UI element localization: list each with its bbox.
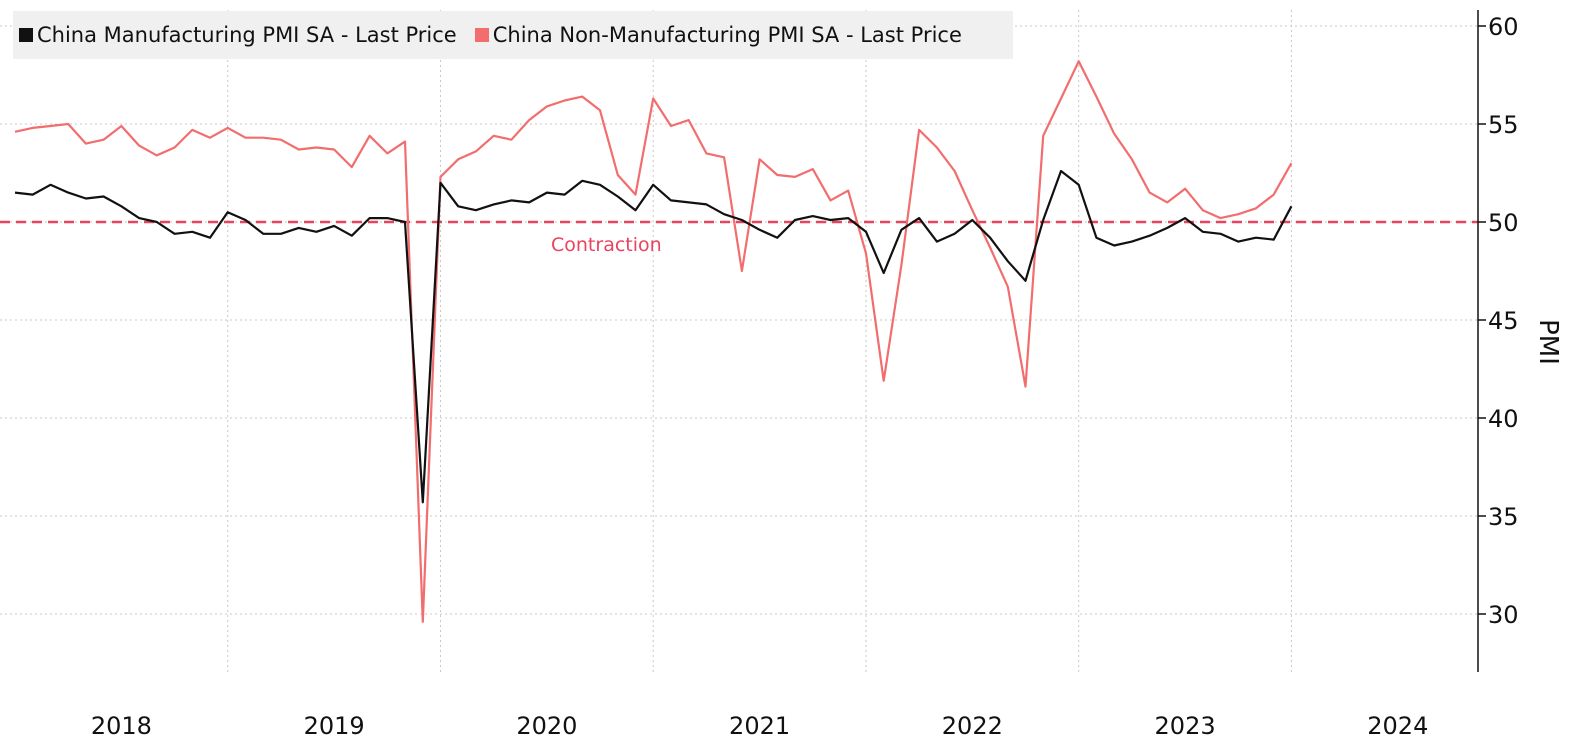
x-axis-ticks: 2018 2019 2020 2021 2022 2023 2024 [91,712,1429,740]
x-tick-label: 2020 [516,712,577,740]
legend-item-non-manufacturing: China Non-Manufacturing PMI SA - Last Pr… [474,23,962,47]
y-axis-ticks: 30 35 40 45 50 55 60 [1478,13,1519,629]
y-axis-title: PMI [1533,319,1563,365]
legend-label-manufacturing: China Manufacturing PMI SA - Last Price [37,23,457,47]
series-line-manufacturing [14,169,1293,504]
y-tick-label: 45 [1488,307,1519,335]
y-tick-label: 60 [1488,13,1519,41]
x-tick-label: 2021 [729,712,790,740]
y-tick-label: 35 [1488,503,1519,531]
x-tick-label: 2018 [91,712,152,740]
x-tick-label: 2023 [1155,712,1216,740]
series-lines [14,60,1293,623]
y-tick-label: 40 [1488,405,1519,433]
y-tick-label: 50 [1488,209,1519,237]
contraction-label: Contraction [551,234,662,256]
x-tick-label: 2024 [1367,712,1428,740]
x-tick-label: 2019 [304,712,365,740]
legend-label-non-manufacturing: China Non-Manufacturing PMI SA - Last Pr… [492,23,962,47]
legend-item-manufacturing: China Manufacturing PMI SA - Last Price [19,23,457,47]
legend-swatch-non-manufacturing [474,28,489,42]
y-tick-label: 30 [1488,601,1519,629]
chart-legend: China Manufacturing PMI SA - Last Price … [13,11,1013,59]
x-tick-label: 2022 [942,712,1003,740]
legend-swatch-manufacturing [19,28,33,42]
y-tick-label: 55 [1488,111,1519,139]
series-line-non-manufacturing [14,60,1293,623]
year-separators [227,10,1292,672]
gridlines [0,25,1478,615]
